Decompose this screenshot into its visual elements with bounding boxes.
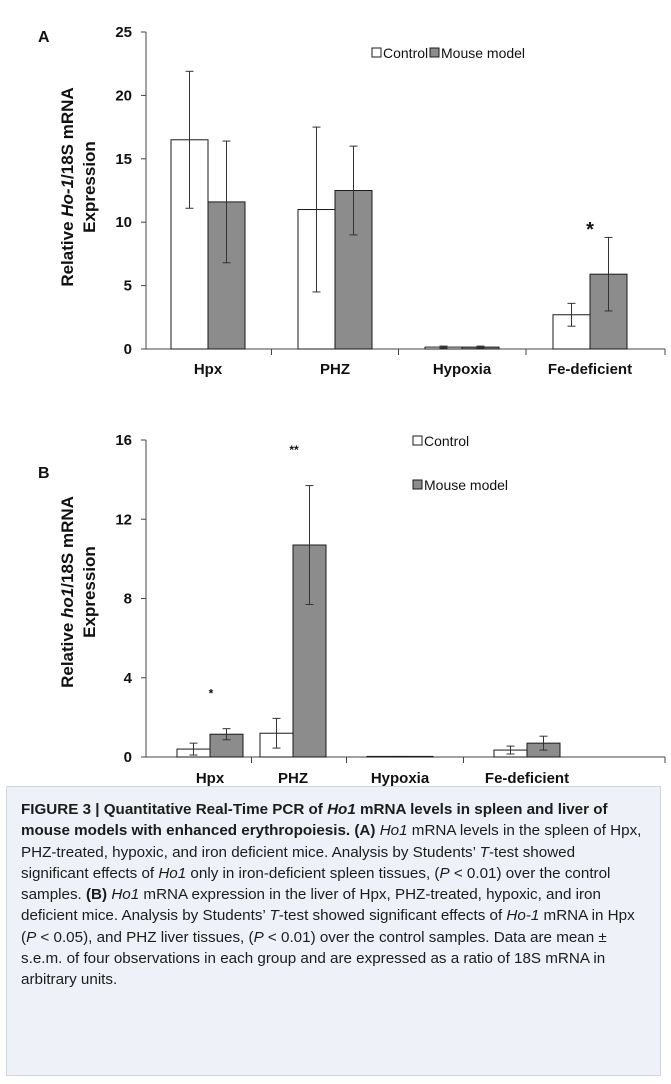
legend-swatch — [412, 435, 423, 446]
legend-label: Control — [424, 433, 469, 449]
y-axis-label-line2: Expression — [80, 546, 99, 638]
y-tick-label: 8 — [124, 591, 132, 608]
x-tick-label: Hypoxia — [371, 770, 430, 787]
bar-control — [366, 755, 401, 758]
x-tick-label: Hpx — [194, 361, 223, 378]
legend-label: Mouse model — [441, 45, 525, 61]
y-tick-label: 12 — [115, 511, 132, 528]
x-tick-label: Hpx — [196, 770, 225, 787]
y-tick-label: 20 — [115, 87, 132, 104]
y-axis-label-line2: Expression — [80, 141, 99, 233]
legend-label: Mouse model — [424, 477, 508, 493]
y-tick-label: 15 — [115, 151, 132, 168]
bar-mouse-model — [399, 755, 434, 758]
panel-letter: A — [38, 29, 50, 46]
x-tick-label: Fe-deficient — [485, 770, 569, 787]
x-tick-label: PHZ — [278, 770, 308, 787]
x-tick-label: PHZ — [320, 361, 350, 378]
y-tick-label: 10 — [115, 214, 132, 231]
x-tick-label: Hypoxia — [433, 361, 492, 378]
y-tick-label: 25 — [115, 24, 132, 41]
y-axis-label: Relative Ho-1/18S mRNA — [58, 87, 77, 286]
legend-swatch — [429, 47, 440, 58]
y-tick-label: 5 — [124, 278, 132, 295]
caption-text: FIGURE 3 | Quantitative Real-Time PCR of… — [21, 801, 642, 989]
significance-marker: * — [586, 219, 594, 241]
legend-swatch — [412, 479, 423, 490]
panel-letter: B — [38, 465, 50, 482]
x-tick-label: Fe-deficient — [548, 361, 632, 378]
y-axis-label: Relative ho1/18S mRNA — [58, 496, 77, 688]
significance-marker: ** — [289, 443, 299, 457]
significance-marker: * — [209, 687, 214, 701]
legend-label: Control — [383, 45, 428, 61]
y-tick-label: 4 — [124, 670, 133, 687]
y-tick-label: 0 — [124, 341, 132, 358]
y-tick-label: 0 — [124, 749, 132, 766]
chart-panel-a: A 0 5 10 15 20 25 Relative Ho-1/18S mRNAExpress… — [38, 24, 666, 378]
y-tick-label: 16 — [115, 432, 132, 449]
legend-swatch — [371, 47, 382, 58]
figure-caption: FIGURE 3 | Quantitative Real-Time PCR of… — [6, 786, 661, 1076]
